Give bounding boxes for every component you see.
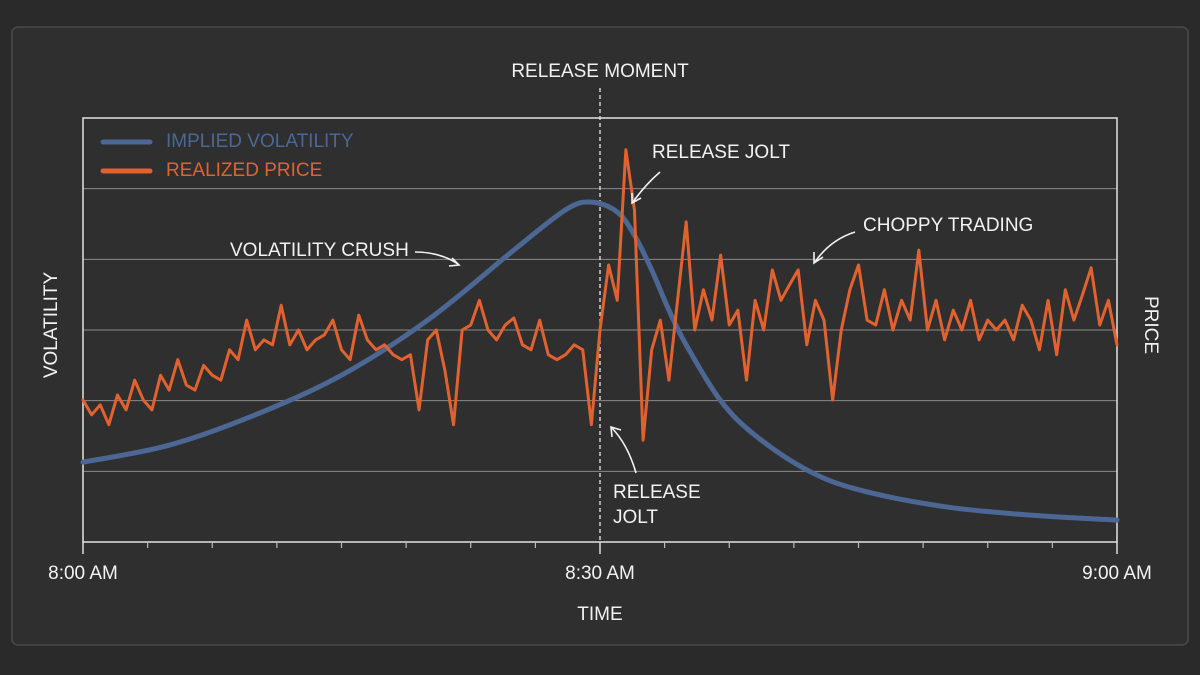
- series-line: [81, 148, 1119, 442]
- arrow: [814, 231, 856, 263]
- annotation: CHOPPY TRADING: [863, 215, 1033, 236]
- arrow-head: [448, 257, 461, 267]
- annotation: RELEASE: [613, 482, 701, 503]
- y-axis-label: VOLATILITY: [41, 272, 62, 379]
- legend-label: IMPLIED VOLATILITY: [166, 131, 354, 152]
- annotation: JOLT: [613, 507, 658, 528]
- arrow-head: [813, 252, 824, 265]
- y2-axis-label: PRICE: [1140, 296, 1161, 354]
- annotation: RELEASE JOLT: [652, 142, 790, 163]
- arrow-head: [631, 193, 642, 205]
- arrow: [611, 427, 637, 474]
- x-tick-label: 8:00 AM: [48, 563, 118, 584]
- arrow: [632, 171, 661, 203]
- x-axis-label: TIME: [577, 604, 622, 625]
- annotation: RELEASE MOMENT: [511, 61, 689, 82]
- x-tick-label: 9:00 AM: [1082, 563, 1152, 584]
- arrow: [414, 251, 459, 265]
- annotation: VOLATILITY CRUSH: [230, 240, 409, 261]
- arrow-head: [610, 425, 622, 438]
- annotation-arrows: [414, 171, 856, 474]
- legend-label: REALIZED PRICE: [166, 160, 322, 181]
- x-tick-label: 8:30 AM: [565, 563, 635, 584]
